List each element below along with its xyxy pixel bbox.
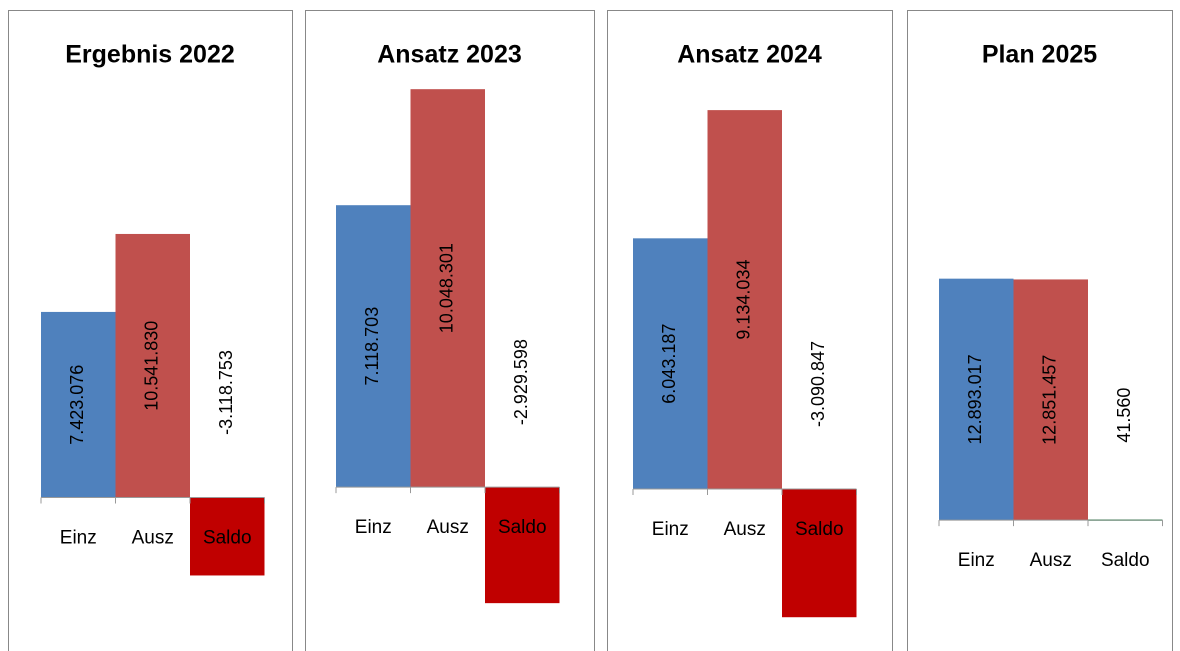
x-tick-label: Saldo (203, 528, 252, 549)
bar (336, 205, 411, 488)
value-label: 9.134.034 (734, 260, 754, 340)
value-label: 6.043.187 (659, 324, 679, 404)
bar (190, 497, 265, 576)
panel-frame (8, 10, 293, 651)
bar (633, 238, 708, 490)
x-tick-label: Einz (60, 528, 97, 549)
x-tick-label: Einz (958, 550, 995, 571)
x-tick-label: Ausz (132, 528, 174, 549)
value-label: 7.118.703 (362, 307, 382, 386)
bar (410, 89, 485, 488)
chart-title: Ansatz 2024 (677, 41, 822, 69)
value-label: 12.851.457 (1040, 355, 1060, 445)
value-label: 10.048.301 (437, 243, 457, 333)
panel-frame (607, 10, 893, 651)
x-tick-label: Einz (652, 519, 689, 540)
x-tick-label: Saldo (1101, 550, 1150, 571)
bar (1013, 279, 1088, 521)
panel-frame (305, 10, 595, 651)
value-label: -3.118.753 (216, 350, 236, 435)
value-label: 7.423.076 (67, 365, 87, 445)
value-label: -3.090.847 (808, 341, 828, 427)
value-label: 12.893.017 (965, 354, 985, 444)
value-label: 10.541.830 (142, 321, 162, 411)
x-tick-label: Ausz (1030, 550, 1072, 571)
chart-title: Ansatz 2023 (377, 41, 522, 69)
x-tick-label: Ausz (724, 519, 766, 540)
x-tick-label: Saldo (498, 517, 547, 538)
x-tick-label: Saldo (795, 519, 844, 540)
chart-title: Ergebnis 2022 (65, 41, 235, 69)
bar (115, 233, 190, 498)
chart-title: Plan 2025 (982, 41, 1097, 69)
bar (939, 278, 1014, 521)
value-label: 41.560 (1114, 388, 1134, 443)
panel-frame (907, 10, 1173, 651)
x-tick-label: Einz (355, 517, 392, 538)
value-label: -2.929.598 (511, 339, 531, 425)
x-tick-label: Ausz (427, 517, 469, 538)
bar (41, 311, 116, 498)
bar (707, 110, 782, 490)
bar (485, 487, 560, 604)
bar (782, 489, 857, 618)
